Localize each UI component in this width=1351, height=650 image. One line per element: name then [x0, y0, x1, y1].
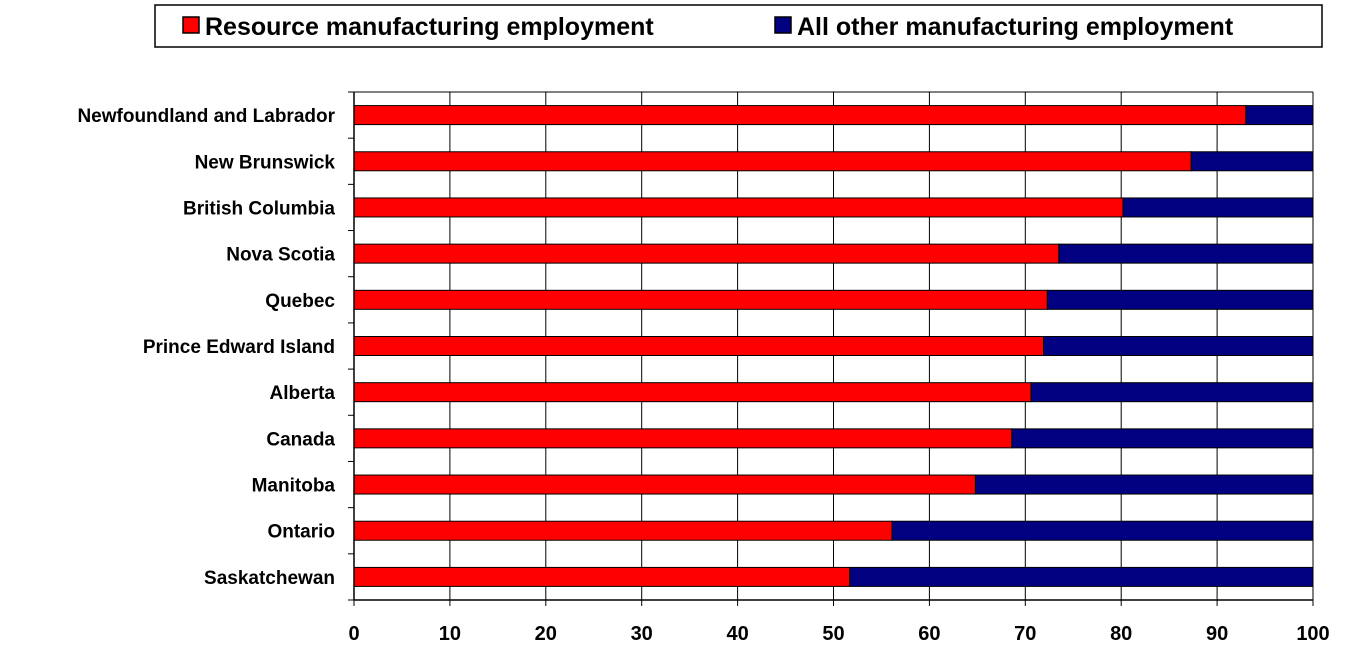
- category-label: Prince Edward Island: [143, 337, 335, 358]
- category-label: Alberta: [270, 383, 336, 404]
- bar: [1043, 336, 1314, 356]
- x-tick-label: 60: [918, 623, 940, 645]
- bar: [353, 243, 1060, 264]
- category-label: Canada: [266, 429, 335, 450]
- category-label: Ontario: [267, 522, 335, 543]
- category-label: New Brunswick: [195, 152, 336, 173]
- x-tick-label: 90: [1206, 623, 1228, 645]
- legend-swatch: [774, 16, 792, 34]
- legend-box: [154, 4, 1323, 48]
- bar: [353, 197, 1124, 218]
- bar: [1011, 428, 1314, 449]
- category-label: Manitoba: [252, 476, 336, 497]
- bar: [1190, 151, 1314, 172]
- bar: [353, 336, 1045, 356]
- bar: [1122, 197, 1314, 218]
- bar: [1245, 105, 1314, 126]
- bar: [353, 289, 1048, 310]
- bar: [353, 382, 1032, 403]
- bar: [353, 520, 893, 541]
- legend: Resource manufacturing employment All oth…: [154, 4, 1323, 48]
- plot-area: Newfoundland and Labrador New Brunswick Br…: [77, 91, 1330, 645]
- bar: [1046, 289, 1314, 310]
- legend-swatch: [182, 16, 200, 34]
- bar: [353, 151, 1192, 172]
- x-tick-label: 50: [822, 623, 844, 645]
- bar: [1058, 243, 1314, 264]
- category-label: Nova Scotia: [226, 245, 335, 266]
- legend-label: Resource manufacturing employment: [205, 13, 654, 41]
- x-tick-label: 70: [1014, 623, 1036, 645]
- bar: [353, 474, 976, 495]
- x-tick-label: 20: [535, 623, 557, 645]
- x-tick-label: 80: [1110, 623, 1132, 645]
- bar: [353, 105, 1247, 126]
- x-tick-label: 30: [631, 623, 653, 645]
- bar: [353, 428, 1013, 449]
- category-label: Saskatchewan: [204, 568, 335, 589]
- category-label: British Columbia: [183, 198, 335, 219]
- bar: [849, 566, 1314, 587]
- category-label: Quebec: [265, 291, 335, 312]
- legend-label: All other manufacturing employment: [797, 13, 1234, 41]
- x-tick-label: 0: [348, 623, 359, 645]
- x-tick-label: 10: [439, 623, 461, 645]
- bar: [1030, 382, 1314, 403]
- bar: [353, 566, 851, 587]
- category-label: Newfoundland and Labrador: [77, 106, 335, 127]
- x-tick-label: 40: [726, 623, 748, 645]
- bar: [974, 474, 1314, 495]
- x-tick-label: 100: [1296, 623, 1329, 645]
- bar: [891, 520, 1314, 541]
